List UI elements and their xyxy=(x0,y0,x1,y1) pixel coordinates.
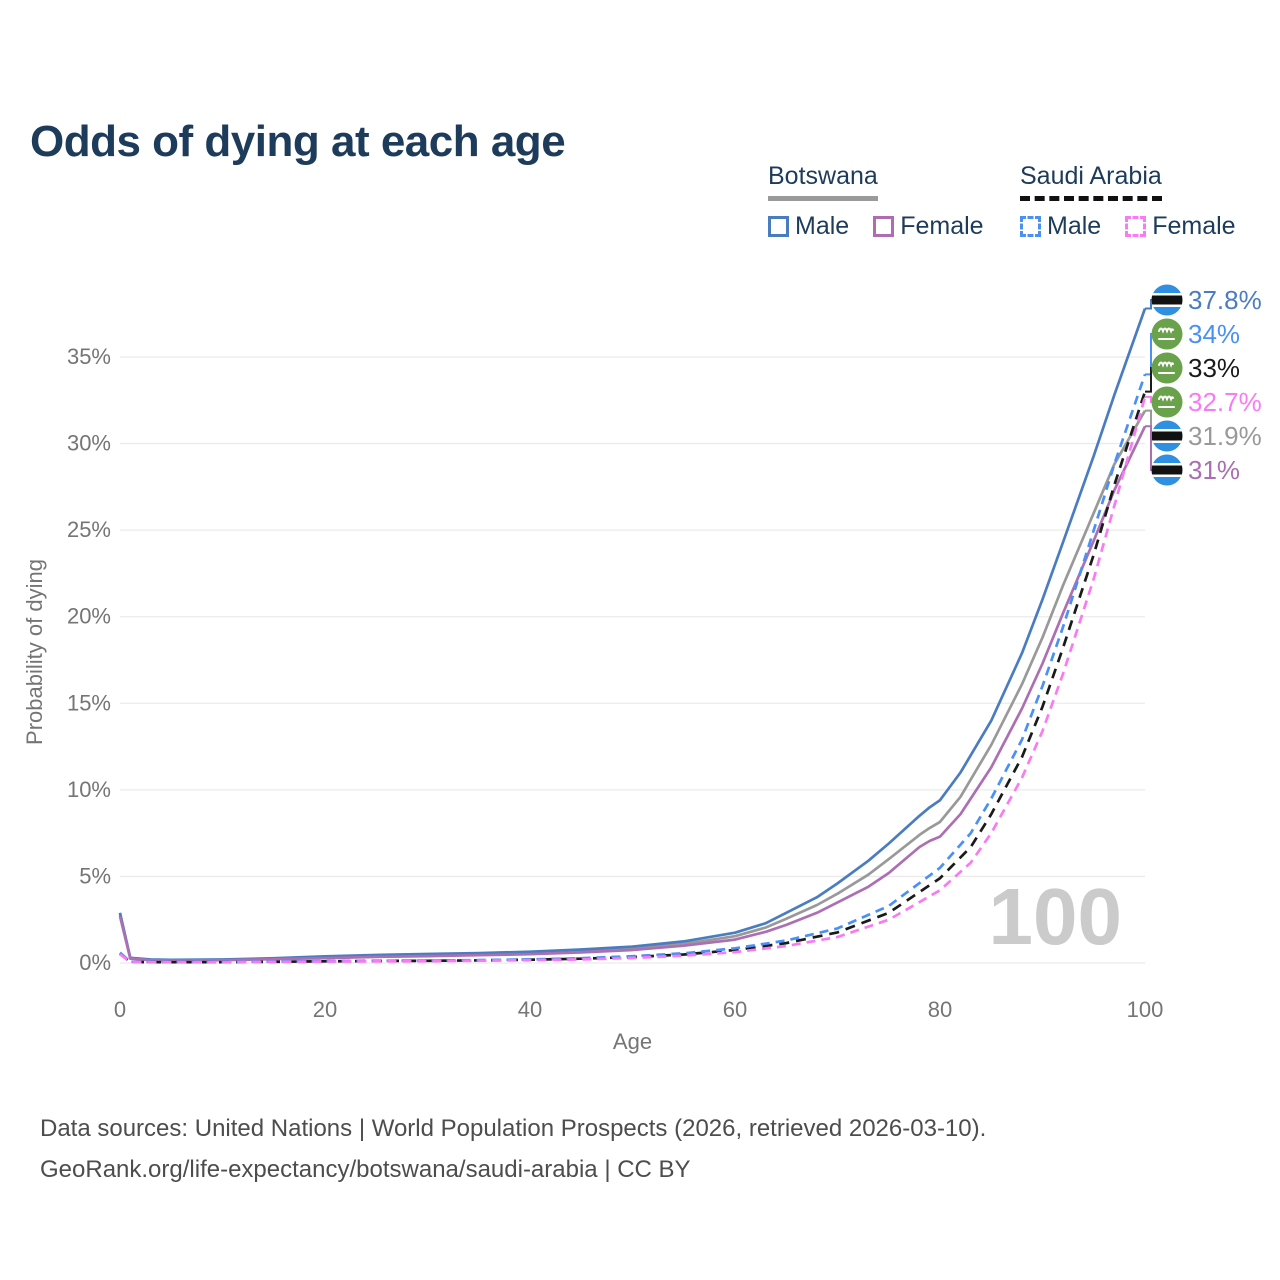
y-tick-label: 20% xyxy=(67,604,111,629)
saudi-female-swatch-icon xyxy=(1125,216,1147,237)
x-tick-label: 20 xyxy=(313,997,337,1022)
data-sources-text: Data sources: United Nations | World Pop… xyxy=(40,1115,987,1142)
end-value-label-botswana-female: 31% xyxy=(1188,455,1240,485)
page-title: Odds of dying at each age xyxy=(30,117,566,167)
x-tick-label: 40 xyxy=(518,997,542,1022)
legend-item-saudi-female[interactable]: Female xyxy=(1125,212,1236,241)
y-tick-label: 30% xyxy=(67,431,111,456)
flag-saudi-icon xyxy=(1151,318,1183,350)
end-value-label-saudi-male: 34% xyxy=(1188,319,1240,349)
attribution-text: GeoRank.org/life-expectancy/botswana/sau… xyxy=(40,1156,691,1183)
legend-item-label: Male xyxy=(795,212,850,240)
legend-item-label: Female xyxy=(900,212,984,240)
x-tick-label: 60 xyxy=(723,997,747,1022)
y-tick-label: 25% xyxy=(67,517,111,542)
legend-item-botswana-male[interactable]: Male xyxy=(768,212,849,241)
y-axis-title: Probability of dying xyxy=(22,559,47,745)
footer: Data sources: United Nations | World Pop… xyxy=(40,1108,986,1190)
x-tick-label: 0 xyxy=(114,997,126,1022)
y-tick-label: 35% xyxy=(67,344,111,369)
legend: Botswana Male Female Saudi Arabia Male xyxy=(0,162,1280,252)
saudi-male-swatch-icon xyxy=(1020,216,1041,237)
x-tick-label: 100 xyxy=(1127,997,1164,1022)
flag-saudi-icon xyxy=(1151,352,1183,384)
end-value-label-saudi-all: 33% xyxy=(1188,353,1240,383)
end-value-label-saudi-female: 32.7% xyxy=(1188,387,1262,417)
flag-botswana-icon xyxy=(1151,284,1183,316)
legend-group-botswana: Botswana Male Female xyxy=(768,162,984,241)
series-line-saudi-female xyxy=(119,396,1147,964)
series-line-botswana-female xyxy=(118,425,1147,962)
flag-botswana-icon xyxy=(1151,420,1183,452)
legend-item-label: Male xyxy=(1047,212,1102,240)
y-tick-label: 15% xyxy=(67,690,111,715)
botswana-male-swatch-icon xyxy=(768,216,789,237)
legend-item-botswana-female[interactable]: Female xyxy=(873,212,984,241)
botswana-female-swatch-icon xyxy=(873,216,895,237)
end-value-label-botswana-male: 37.8% xyxy=(1188,285,1262,315)
flag-botswana-icon xyxy=(1151,454,1183,486)
x-tick-label: 80 xyxy=(928,997,952,1022)
x-axis-title: Age xyxy=(613,1029,652,1054)
legend-group-saudi-arabia: Saudi Arabia Male Female xyxy=(1020,162,1236,241)
flag-saudi-icon xyxy=(1151,386,1183,418)
age-watermark: 100 xyxy=(989,872,1122,961)
end-value-label-botswana-all: 31.9% xyxy=(1188,421,1262,451)
y-tick-label: 0% xyxy=(79,950,111,975)
y-tick-label: 5% xyxy=(79,863,111,888)
legend-items-saudi-arabia: Male Female xyxy=(1020,212,1236,241)
legend-country-saudi-arabia[interactable]: Saudi Arabia xyxy=(1020,162,1162,201)
legend-country-botswana[interactable]: Botswana xyxy=(768,162,878,201)
legend-item-saudi-male[interactable]: Male xyxy=(1020,212,1101,241)
legend-item-label: Female xyxy=(1152,212,1236,240)
series-line-botswana-male xyxy=(118,308,1147,962)
y-tick-label: 10% xyxy=(67,777,111,802)
legend-items-botswana: Male Female xyxy=(768,212,984,241)
